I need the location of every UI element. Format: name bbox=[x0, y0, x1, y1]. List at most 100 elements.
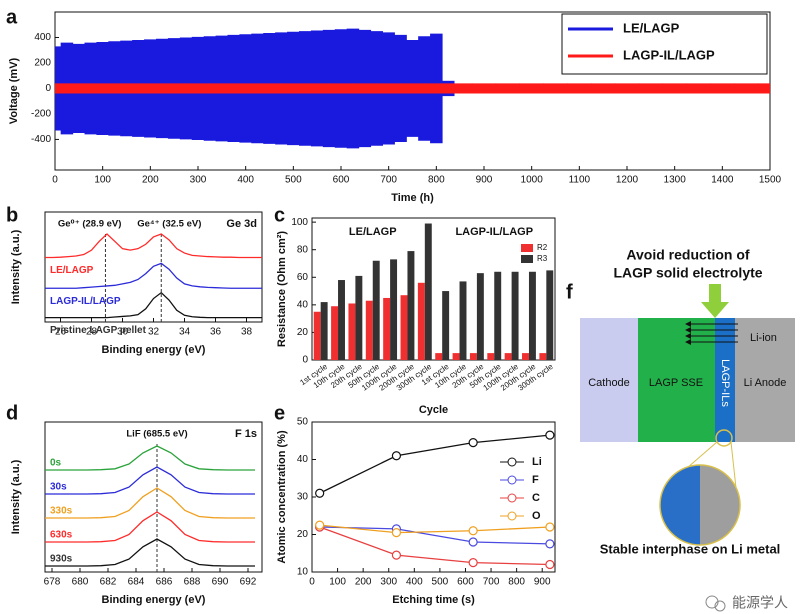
zoom-line bbox=[730, 441, 737, 489]
legend-marker bbox=[507, 511, 517, 521]
bar bbox=[487, 353, 495, 360]
zoom-circle bbox=[659, 464, 741, 546]
sse-label: LAGP SSE bbox=[649, 377, 703, 389]
bar bbox=[528, 271, 536, 360]
annotation: Ge⁰⁺ (28.9 eV) bbox=[58, 219, 122, 230]
y-tick-label: 60 bbox=[297, 272, 309, 283]
data-point bbox=[468, 558, 478, 568]
il-layer bbox=[715, 318, 735, 442]
bar bbox=[459, 281, 467, 360]
bar bbox=[400, 295, 408, 360]
panel: a Time (h) Voltage (mV) 0 100 200 300 400 500 600… bbox=[6, 6, 782, 204]
x-tick-label: 690 bbox=[212, 577, 229, 588]
bar bbox=[546, 270, 554, 360]
x-tick-label: 700 bbox=[380, 175, 397, 186]
series-line bbox=[319, 526, 550, 566]
series-line bbox=[45, 511, 255, 543]
bar bbox=[348, 303, 356, 360]
x-tick-label: 300 bbox=[190, 175, 207, 186]
y-tick-label: 40 bbox=[297, 454, 309, 465]
y-axis-label: Atomic concentration (%) bbox=[276, 430, 288, 564]
x-tick-label: 678 bbox=[44, 577, 61, 588]
data-point bbox=[468, 526, 478, 536]
bar bbox=[504, 353, 512, 360]
legend-label: F bbox=[532, 474, 539, 486]
diagram: f Avoid reduction of LAGP solid electrol… bbox=[566, 247, 795, 612]
heading: Avoid reduction of bbox=[626, 247, 749, 263]
y-tick-label: -200 bbox=[31, 109, 51, 120]
series-line bbox=[45, 262, 262, 289]
bar bbox=[435, 353, 443, 360]
panel-title: F 1s bbox=[235, 428, 257, 440]
x-tick-label: 600 bbox=[333, 175, 350, 186]
series-line bbox=[45, 466, 255, 495]
plot-area bbox=[55, 28, 770, 149]
x-axis-label: Time (h) bbox=[391, 192, 434, 204]
x-tick-label: 200 bbox=[142, 175, 159, 186]
x-tick-label: 1300 bbox=[664, 175, 687, 186]
x-tick-label: 1500 bbox=[759, 175, 782, 186]
sse-layer bbox=[638, 318, 715, 442]
wechat-icon bbox=[714, 600, 726, 612]
panel: e Etching time (s) Atomic concentration (%… bbox=[274, 402, 556, 606]
curve-label: 30s bbox=[50, 482, 67, 493]
y-tick-label: -400 bbox=[31, 134, 51, 145]
x-tick-label: 684 bbox=[128, 577, 145, 588]
anode-layer bbox=[735, 318, 795, 442]
legend-swatch bbox=[521, 244, 533, 252]
panel: d Binding energy (eV) Intensity (a.u.) F 1s… bbox=[6, 402, 263, 606]
y-axis-label: Resistance (Ohm cm²) bbox=[276, 231, 288, 347]
legend-swatch bbox=[521, 255, 533, 263]
panel-title: Ge 3d bbox=[226, 218, 257, 230]
y-tick-label: 0 bbox=[302, 355, 308, 366]
data-point bbox=[545, 430, 555, 440]
series-line bbox=[319, 434, 550, 494]
panel-letter: a bbox=[6, 6, 18, 28]
x-tick-label: 680 bbox=[72, 577, 89, 588]
x-tick-label: 1100 bbox=[569, 175, 591, 186]
series-line bbox=[45, 487, 255, 519]
curve-label: 330s bbox=[50, 506, 73, 517]
annotation: Ge⁴⁺ (32.5 eV) bbox=[137, 219, 201, 230]
x-axis-label: Binding energy (eV) bbox=[102, 594, 206, 606]
bar bbox=[522, 353, 529, 360]
cathode-layer bbox=[580, 318, 638, 442]
x-tick-label: 1400 bbox=[711, 175, 734, 186]
group-label: LE/LAGP bbox=[349, 226, 397, 238]
x-tick-label: 1000 bbox=[521, 175, 544, 186]
panel-letter: c bbox=[274, 204, 285, 226]
x-axis-label: Cycle bbox=[419, 404, 448, 416]
x-tick-label: 32 bbox=[148, 327, 160, 338]
data-point bbox=[315, 520, 325, 530]
curve-label: 0s bbox=[50, 458, 62, 469]
bar bbox=[331, 306, 339, 360]
curve-label: LE/LAGP bbox=[50, 265, 94, 276]
x-tick-label: 500 bbox=[285, 175, 302, 186]
data-point bbox=[391, 451, 402, 461]
bar bbox=[365, 300, 373, 360]
plot-frame bbox=[311, 217, 556, 361]
x-tick-label: 900 bbox=[476, 175, 493, 186]
ion-label: Li-ion bbox=[750, 332, 777, 344]
legend-marker bbox=[507, 493, 517, 503]
bar bbox=[424, 223, 432, 360]
bar bbox=[452, 353, 460, 360]
data-point bbox=[545, 539, 555, 549]
legend-label: LAGP-IL/LAGP bbox=[623, 47, 715, 62]
down-arrow bbox=[701, 284, 729, 318]
y-axis-label: Intensity (a.u.) bbox=[10, 459, 22, 534]
curve-label: Pristine LAGP pellet bbox=[50, 325, 147, 336]
x-axis-label: Etching time (s) bbox=[392, 594, 475, 606]
x-tick-label: 30 bbox=[117, 327, 129, 338]
plot-frame bbox=[44, 421, 263, 573]
bar bbox=[355, 275, 363, 360]
x-tick-label: 400 bbox=[406, 577, 423, 588]
legend-label: C bbox=[532, 492, 540, 504]
x-tick-label: 26 bbox=[55, 327, 67, 338]
anode-label: Li Anode bbox=[744, 377, 787, 389]
x-tick-label: 682 bbox=[100, 577, 117, 588]
